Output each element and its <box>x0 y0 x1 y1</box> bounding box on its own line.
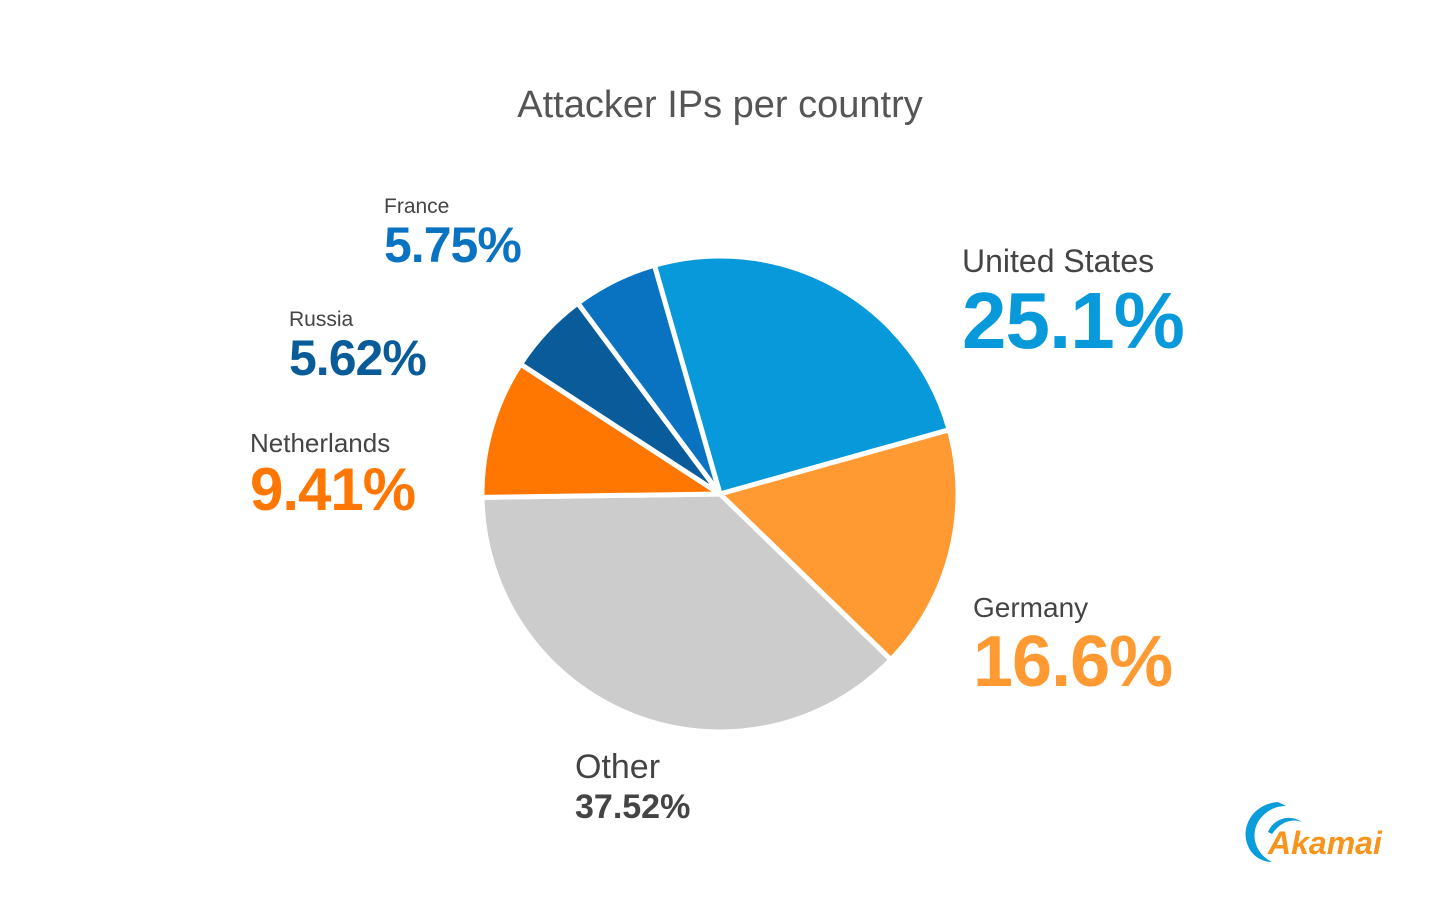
pie-slice-france <box>575 262 723 497</box>
label-united-states: United States 25.1% <box>962 243 1185 365</box>
label-france: France 5.75% <box>384 195 522 273</box>
label-netherlands: Netherlands 9.41% <box>250 428 416 523</box>
label-other: Other 37.52% <box>575 750 690 824</box>
slice-name: Other <box>575 748 661 786</box>
slice-name: Germany <box>973 592 1089 623</box>
pie-slice-netherlands <box>479 361 723 500</box>
slice-value: 37.52% <box>575 788 691 826</box>
slice-value: 16.6% <box>973 622 1173 702</box>
pie-slice-other <box>479 491 894 735</box>
slice-value: 5.62% <box>289 330 427 386</box>
slice-value: 25.1% <box>962 276 1185 365</box>
label-germany: Germany 16.6% <box>973 592 1173 702</box>
slice-name: France <box>384 195 450 218</box>
label-russia: Russia 5.62% <box>289 308 427 386</box>
logo-text: Akamai <box>1267 825 1383 861</box>
pie-slice-united-states <box>651 253 952 497</box>
akamai-swoosh-icon: Akamai <box>1245 802 1383 862</box>
slice-value: 9.41% <box>250 456 416 523</box>
slice-name: Netherlands <box>250 428 391 458</box>
chart-title: Attacker IPs per country <box>517 84 923 126</box>
pie-slice-germany <box>717 427 961 663</box>
slice-value: 5.75% <box>384 217 522 273</box>
akamai-logo: Akamai <box>1238 798 1398 869</box>
slice-name: United States <box>962 243 1155 279</box>
slice-name: Russia <box>289 308 354 331</box>
